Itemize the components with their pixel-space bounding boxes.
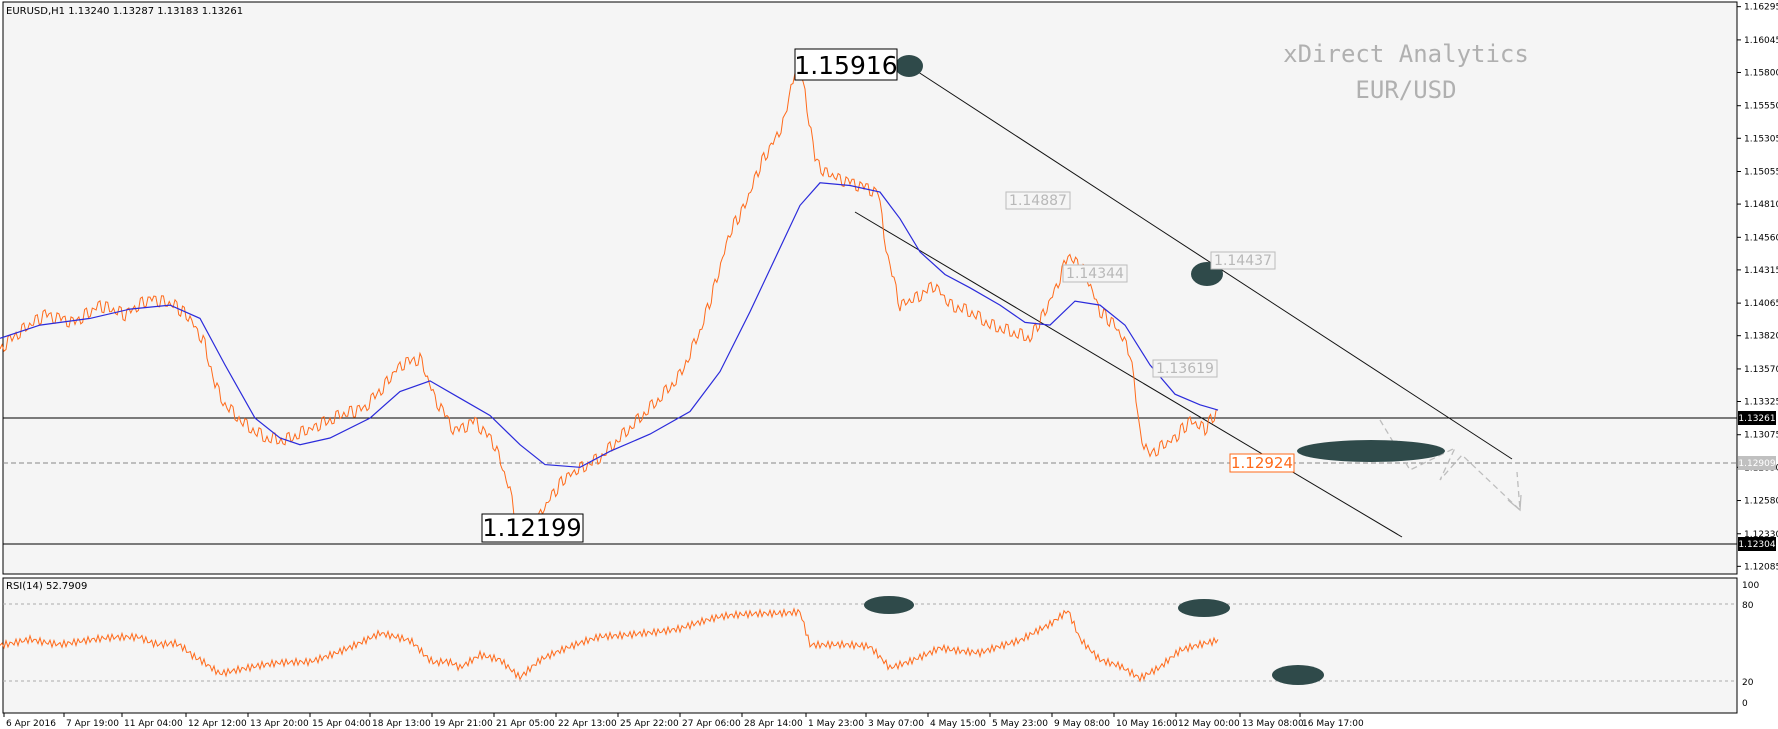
rsi-tick-20: 20 <box>1742 678 1754 688</box>
time-tick-label: 9 May 08:00 <box>1054 719 1110 729</box>
projection-arrowhead <box>1507 494 1522 512</box>
rsi-label: RSI(14) 52.7909 <box>6 581 87 592</box>
label-14344: 1.14344 <box>1066 266 1124 282</box>
label-12924: 1.12924 <box>1231 454 1293 472</box>
time-tick-label: 22 Apr 13:00 <box>558 719 617 729</box>
time-tick-label: 5 May 23:00 <box>992 719 1048 729</box>
time-tick-label: 28 Apr 14:00 <box>744 719 803 729</box>
price-tick-label: 1.16295 <box>1744 3 1778 13</box>
watermark-title: xDirect Analytics <box>1283 40 1529 68</box>
time-tick-label: 4 May 15:00 <box>930 719 986 729</box>
rsi-tick-80: 80 <box>1742 601 1754 611</box>
time-tick-label: 13 May 08:00 <box>1242 719 1304 729</box>
time-tick-label: 19 Apr 21:00 <box>434 719 493 729</box>
time-tick-label: 13 Apr 20:00 <box>250 719 309 729</box>
price-tick-label: 1.13075 <box>1744 431 1778 441</box>
watermark-pair: EUR/USD <box>1355 76 1456 104</box>
projection-path <box>1379 419 1521 512</box>
current-price-label: 1.13261 <box>1738 414 1775 424</box>
support-zone-marker <box>1297 440 1445 462</box>
price-tick-label: 1.14065 <box>1744 299 1778 309</box>
time-axis: 6 Apr 2016 7 Apr 19:00 11 Apr 04:00 12 Apr … <box>3 713 1364 729</box>
time-tick-label: 3 May 07:00 <box>868 719 924 729</box>
label-12924-box <box>1229 453 1295 473</box>
price-tick-label: 1.15550 <box>1744 102 1778 112</box>
label-14344-box <box>1062 264 1128 283</box>
time-tick-label: 18 Apr 13:00 <box>372 719 431 729</box>
rsi-overbought-marker-2 <box>1178 599 1230 617</box>
label-13619-box <box>1152 359 1218 378</box>
price-tick-label: 1.16045 <box>1744 36 1778 46</box>
rsi-tick-100: 100 <box>1742 581 1759 591</box>
price-tick-label: 1.12580 <box>1744 497 1778 507</box>
time-tick-label: 25 Apr 22:00 <box>620 719 679 729</box>
time-tick-label: 12 May 00:00 <box>1178 719 1240 729</box>
label-14887-box <box>1005 191 1071 210</box>
high-label-box <box>794 48 898 81</box>
label-14887: 1.14887 <box>1009 193 1067 209</box>
time-tick-label: 12 Apr 12:00 <box>188 719 247 729</box>
time-tick-label: 11 Apr 04:00 <box>124 719 183 729</box>
support-level-tag <box>1738 537 1776 551</box>
label-13619: 1.13619 <box>1156 361 1214 377</box>
time-tick-label: 21 Apr 05:00 <box>496 719 555 729</box>
time-tick-label: 1 May 23:00 <box>808 719 864 729</box>
time-tick-label: 10 May 16:00 <box>1116 719 1178 729</box>
price-tick-label: 1.14315 <box>1744 266 1778 276</box>
price-series <box>0 51 1219 540</box>
rsi-series <box>0 607 1219 683</box>
price-tick-label: 1.13325 <box>1744 397 1778 407</box>
time-tick-label: 15 Apr 04:00 <box>312 719 371 729</box>
price-tick-label: 1.13820 <box>1744 332 1778 342</box>
low-label-box <box>481 513 584 543</box>
dashed-level-tag <box>1738 456 1776 470</box>
time-tick-label: 6 Apr 2016 <box>6 719 56 729</box>
price-tick-label: 1.15800 <box>1744 68 1778 78</box>
rsi-overbought-marker-1 <box>864 596 914 614</box>
price-tick-label: 1.12330 <box>1744 530 1778 540</box>
rsi-tick-0: 0 <box>1742 699 1748 709</box>
channel-lower-line[interactable] <box>854 211 1403 538</box>
price-tick-label: 1.12085 <box>1744 562 1778 572</box>
current-price-tag <box>1738 411 1776 425</box>
label-14437: 1.14437 <box>1214 253 1272 269</box>
label-14437-box <box>1210 251 1276 270</box>
support-level-label: 1.12304 <box>1738 540 1775 550</box>
high-marker <box>895 55 923 77</box>
rsi-panel[interactable] <box>2 577 1738 714</box>
low-label: 1.12199 <box>482 514 581 542</box>
time-tick-label: 16 May 17:00 <box>1302 719 1364 729</box>
dashed-level-label: 1.12909 <box>1738 459 1775 469</box>
price-tick-label: 1.14810 <box>1744 200 1778 210</box>
moving-average-series <box>0 182 1219 468</box>
time-tick-label: 7 Apr 19:00 <box>66 719 119 729</box>
rsi-oversold-marker <box>1272 665 1324 685</box>
high-label: 1.15916 <box>794 51 897 80</box>
rsi-axis: 100 80 20 0 <box>1742 581 1759 709</box>
price-tick-label: 1.13570 <box>1744 365 1778 375</box>
price-tick-label: 1.14560 <box>1744 233 1778 243</box>
time-tick-label: 27 Apr 06:00 <box>682 719 741 729</box>
price-tick-label: 1.15305 <box>1744 134 1778 144</box>
price-panel[interactable] <box>2 1 1738 575</box>
symbol-info: EURUSD,H1 1.13240 1.13287 1.13183 1.1326… <box>6 6 243 17</box>
price-tick-label: 1.15055 <box>1744 168 1778 178</box>
price-axis: 1.16295 1.16045 1.15800 1.15550 1.15305 1.150… <box>1737 3 1778 572</box>
